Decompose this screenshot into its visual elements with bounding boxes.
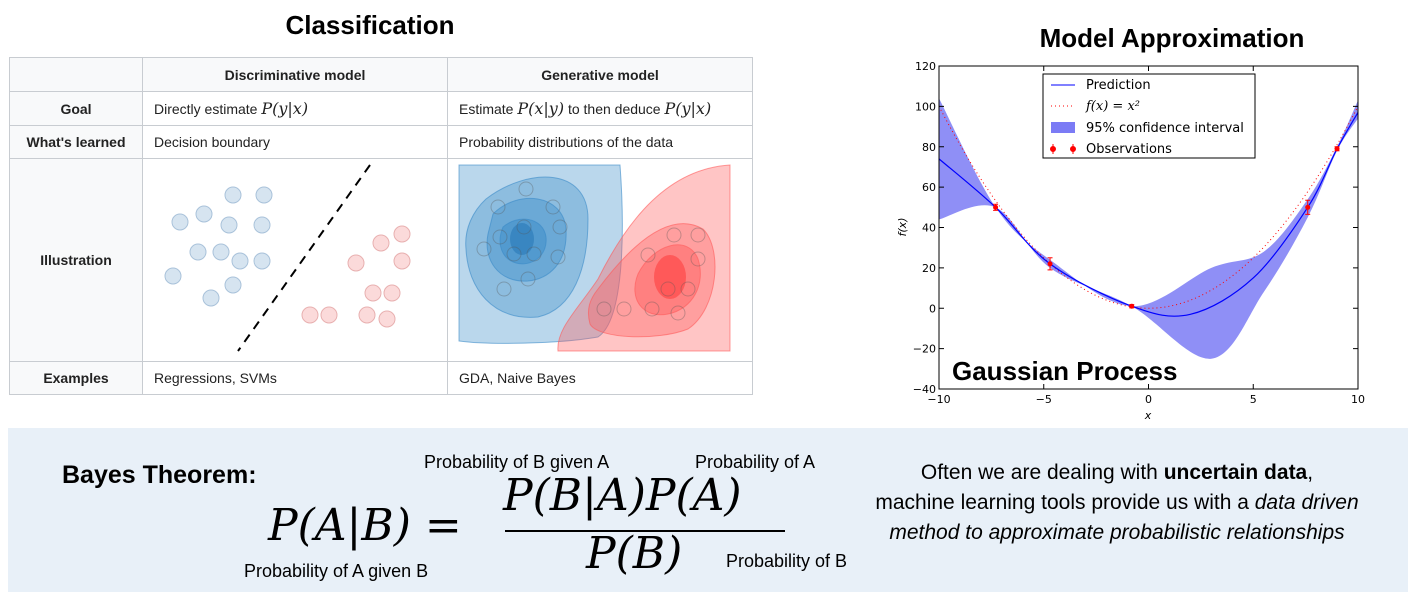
prediction-line: [938, 112, 1359, 317]
x-axis-label: x: [1144, 409, 1152, 422]
formula-denominator: P(B): [586, 528, 683, 579]
truth-curve: [938, 106, 1359, 309]
bayes-title: Bayes Theorem:: [62, 461, 257, 489]
goal-disc-text: Directly estimate: [154, 101, 262, 117]
desc-comma: ,: [1307, 461, 1314, 484]
legend-band: 95% confidence interval: [1086, 121, 1244, 136]
annotation-a-given-b: Probability of A given B: [244, 561, 429, 581]
y-tick-label: −20: [913, 343, 936, 356]
legend-obs-swatch: [1050, 144, 1076, 154]
observation-point: [1334, 146, 1340, 152]
observation-point: [993, 203, 999, 211]
desc-italic: data driven method to approximate probab…: [889, 491, 1359, 544]
axis-ticks: −10 −5 0 5 10 120 100 80 60 40 20 0 −20 −40: [913, 60, 1365, 406]
red-density: [557, 164, 731, 352]
cell-examples-discriminative: Regressions, SVMs: [142, 361, 448, 395]
row-label-examples: Examples: [9, 361, 143, 395]
legend-observations: Observations: [1086, 142, 1172, 157]
x-tick-label: −10: [927, 393, 950, 406]
annotation-b: Probability of B: [726, 551, 848, 571]
table-row-examples: Examples Regressions, SVMs GDA, Naive Ba…: [9, 361, 753, 395]
row-label-learned: What's learned: [9, 125, 143, 159]
goal-gen-mid: to then deduce: [564, 101, 665, 117]
y-tick-label: 60: [922, 181, 936, 194]
legend-band-swatch: [1051, 122, 1075, 133]
y-tick-label: 40: [922, 222, 936, 235]
cell-goal-generative: Estimate P(x|y) to then deduce P(y|x): [447, 91, 753, 126]
goal-gen-text: Estimate: [459, 101, 518, 117]
formula-lhs: P(A|B) =: [268, 500, 462, 551]
goal-gen-math-1: P(x|y): [517, 99, 565, 118]
table-row-goal: Goal Directly estimate P(y|x) Estimate P…: [9, 91, 753, 126]
blue-dots: [164, 186, 273, 307]
table-row-learned: What's learned Decision boundary Probabi…: [9, 125, 753, 159]
header-empty: [9, 57, 143, 92]
desc-bold: uncertain data: [1163, 461, 1308, 484]
cell-learned-generative: Probability distributions of the data: [447, 125, 753, 159]
observation-point: [1305, 199, 1311, 215]
discriminative-illustration: [164, 164, 411, 352]
classification-title: Classification: [285, 10, 455, 40]
desc-part-1: Often we are dealing with: [920, 461, 1164, 484]
gp-plot-area: [938, 98, 1359, 359]
comparison-table: Discriminative model Generative model Go…: [9, 57, 753, 395]
observation-point: [1129, 303, 1135, 309]
legend-prediction: Prediction: [1086, 78, 1151, 93]
desc-part-2: machine learning tools provide us with a: [875, 491, 1255, 514]
cell-illustration-discriminative: [142, 158, 448, 362]
y-tick-label: 0: [929, 302, 936, 315]
annotation-a: Probability of A: [695, 452, 816, 472]
y-tick-label: 100: [915, 100, 936, 113]
formula-numerator: P(B|A)P(A): [503, 470, 742, 521]
table-row-illustration: Illustration: [9, 158, 753, 362]
generative-points: [476, 181, 706, 321]
x-tick-label: −5: [1036, 393, 1052, 406]
y-tick-label: 80: [922, 141, 936, 154]
y-axis-label: f(x): [896, 218, 909, 237]
table-header-row: Discriminative model Generative model: [9, 57, 753, 92]
red-dots: [301, 225, 411, 328]
cell-goal-discriminative: Directly estimate P(y|x): [142, 91, 448, 126]
blue-density: [458, 164, 623, 344]
confidence-band: [939, 98, 1358, 359]
header-generative: Generative model: [447, 57, 753, 92]
fraction-bar: [505, 530, 785, 532]
x-tick-label: 5: [1250, 393, 1257, 406]
header-discriminative: Discriminative model: [142, 57, 448, 92]
row-label-goal: Goal: [9, 91, 143, 126]
chart-legend: Prediction f(x) = x² 95% confidence inte…: [1042, 73, 1256, 159]
goal-disc-math: P(y|x): [261, 99, 309, 118]
cell-examples-generative: GDA, Naive Bayes: [447, 361, 753, 395]
cell-learned-discriminative: Decision boundary: [142, 125, 448, 159]
legend-truth: f(x) = x²: [1085, 99, 1140, 114]
y-tick-label: 120: [915, 60, 936, 73]
bayes-panel: [8, 428, 1408, 592]
cell-illustration-generative: [447, 158, 753, 362]
x-tick-label: 10: [1351, 393, 1365, 406]
gaussian-process-label: Gaussian Process: [952, 356, 1177, 386]
x-tick-label: 0: [1145, 393, 1152, 406]
bayes-description: Often we are dealing with uncertain data…: [872, 458, 1362, 548]
model-approximation-title: Model Approximation: [1039, 23, 1305, 53]
observation-point: [1047, 257, 1053, 271]
goal-gen-math-2: P(y|x): [664, 99, 712, 118]
generative-illustration: [458, 164, 731, 352]
annotation-b-given-a: Probability of B given A: [424, 452, 610, 472]
y-tick-label: 20: [922, 262, 936, 275]
row-label-illustration: Illustration: [9, 158, 143, 362]
y-tick-label: −40: [913, 383, 936, 396]
gp-chart: −10 −5 0 5 10 120 100 80 60 40 20 0 −20 −40 x f(x) Pr…: [896, 60, 1365, 422]
decision-boundary: [237, 164, 371, 352]
